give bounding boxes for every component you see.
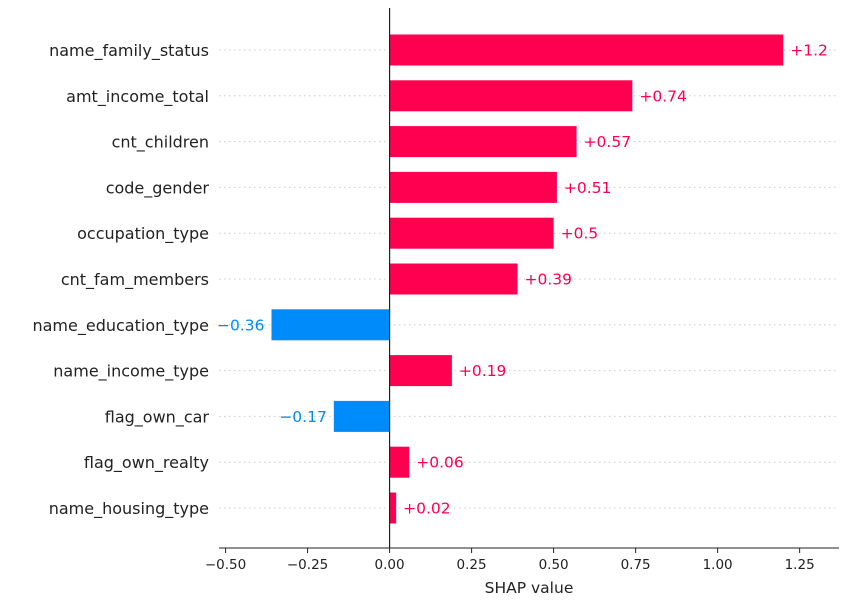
category-label-name_education_type: name_education_type (32, 316, 209, 336)
category-label-cnt_children: cnt_children (112, 133, 209, 153)
bar-amt_income_total (389, 80, 633, 112)
value-labels: +1.2 +0.74 +0.57 +0.51 +0.5 +0.39 −0.36 +0.19 −0… (217, 42, 828, 518)
category-label-name_housing_type: name_housing_type (49, 499, 209, 519)
value-label-occupation_type: +0.5 (561, 225, 599, 243)
x-tick-label: 0.75 (621, 557, 651, 573)
category-label-name_income_type: name_income_type (53, 362, 209, 382)
category-label-occupation_type: occupation_type (77, 224, 209, 244)
bar-cnt_fam_members (389, 263, 518, 295)
value-label-amt_income_total: +0.74 (639, 87, 687, 105)
value-label-name_education_type: −0.36 (217, 316, 265, 334)
x-tick-label: −0.50 (205, 557, 246, 573)
bar-code_gender (389, 171, 557, 203)
value-label-code_gender: +0.51 (564, 179, 612, 197)
value-label-flag_own_realty: +0.06 (416, 454, 464, 472)
x-tick-label: −0.25 (287, 557, 328, 573)
value-label-cnt_fam_members: +0.39 (525, 271, 573, 289)
bar-occupation_type (389, 217, 554, 249)
category-label-cnt_fam_members: cnt_fam_members (61, 270, 209, 290)
x-tick-label: 0.25 (457, 557, 487, 573)
bar-flag_own_realty (389, 446, 410, 478)
x-tick-label: 0.00 (375, 557, 405, 573)
value-label-flag_own_car: −0.17 (279, 408, 327, 426)
bar-name_housing_type (389, 492, 397, 524)
bars (271, 34, 784, 524)
bar-flag_own_car (333, 400, 390, 432)
category-label-flag_own_car: flag_own_car (105, 407, 210, 427)
category-label-name_family_status: name_family_status (49, 41, 209, 61)
x-ticks: −0.50 −0.25 0.00 0.25 0.50 0.75 1.00 1.25 (205, 548, 815, 573)
category-label-code_gender: code_gender (106, 178, 210, 198)
x-axis-label: SHAP value (485, 579, 574, 597)
bar-name_family_status (389, 34, 784, 66)
bar-name_income_type (389, 355, 452, 387)
category-labels: name_family_status amt_income_total cnt_ch… (32, 41, 209, 519)
bar-cnt_children (389, 126, 577, 158)
bar-name_education_type (271, 309, 390, 341)
value-label-name_housing_type: +0.02 (403, 500, 451, 518)
value-label-cnt_children: +0.57 (584, 133, 632, 151)
category-label-flag_own_realty: flag_own_realty (84, 453, 209, 473)
value-label-name_income_type: +0.19 (459, 362, 507, 380)
category-label-amt_income_total: amt_income_total (66, 87, 209, 107)
value-label-name_family_status: +1.2 (790, 42, 828, 60)
x-tick-label: 0.50 (539, 557, 569, 573)
x-tick-label: 1.25 (785, 557, 815, 573)
x-tick-label: 1.00 (703, 557, 733, 573)
